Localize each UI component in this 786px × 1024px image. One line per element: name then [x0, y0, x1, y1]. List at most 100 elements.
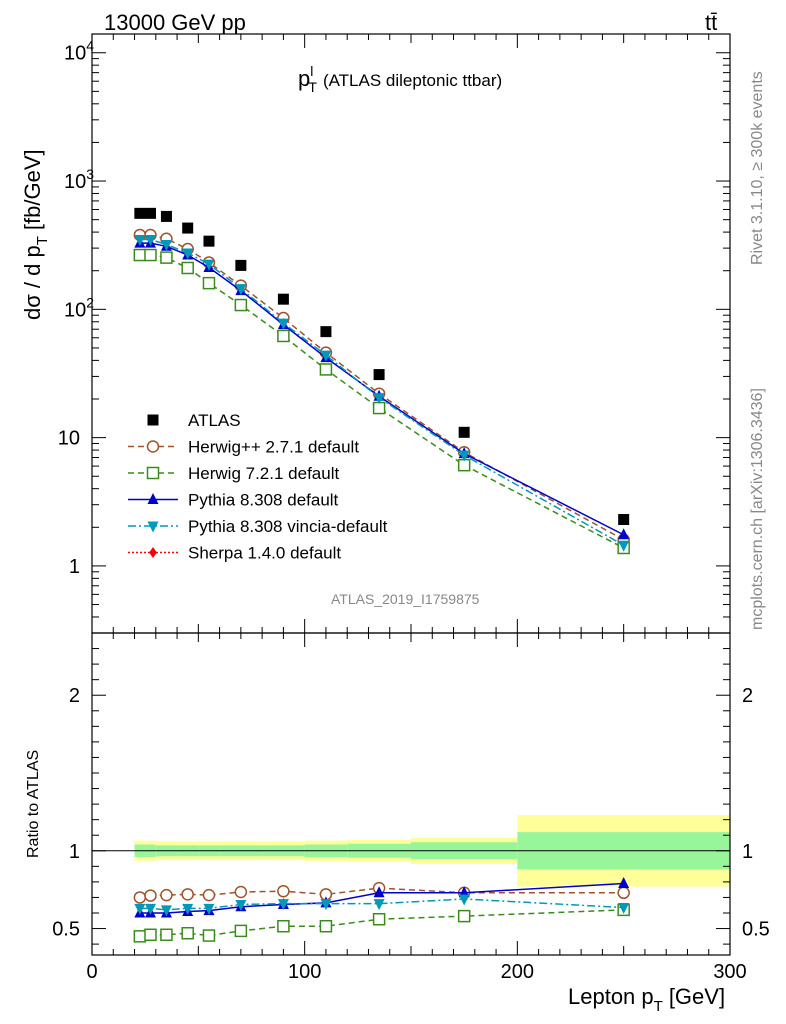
series-point: [319, 363, 333, 376]
series-point: [277, 329, 290, 343]
ratio-point: [133, 930, 147, 943]
y-tick-label: 103: [64, 166, 94, 193]
ratio-point: [144, 889, 157, 902]
data-point: [373, 369, 385, 381]
data-point: [320, 326, 332, 338]
legend-label: ATLAS: [188, 411, 241, 430]
series-point: [144, 248, 157, 262]
ratio-point: [277, 899, 289, 911]
series-point: [372, 401, 386, 415]
ratio-point: [181, 926, 194, 940]
legend-label: Sherpa 1.4.0 default: [188, 544, 341, 563]
ratio-point: [458, 894, 470, 906]
ratio-point: [160, 888, 173, 902]
legend-marker: [149, 547, 157, 558]
rivet-label: Rivet 3.1.10, ≥ 300k events: [749, 71, 766, 265]
svg-text:dσ / d pT[fb/GeV]: dσ / d pT[fb/GeV]: [20, 149, 51, 320]
ratio-tick-label-left: 2: [69, 685, 80, 707]
ratio-point: [617, 886, 630, 900]
data-point: [203, 235, 215, 247]
series-point: [160, 251, 173, 264]
series-point: [373, 393, 385, 405]
ratio-point: [160, 905, 172, 917]
axes: 0 100 200 300 1 10 102 103 104 0.5 0.5 1 1 2 2: [52, 33, 770, 983]
legend-label: Pythia 8.308 vincia-default: [188, 517, 388, 536]
ratio-point: [373, 899, 385, 911]
x-axis-label: Lepton pT [GeV]: [568, 984, 725, 1015]
ratio-point: [203, 903, 215, 915]
series-point: [144, 235, 156, 247]
legend-label: Herwig 7.2.1 default: [188, 464, 339, 483]
legend-marker: [147, 521, 159, 533]
ratio-point: [202, 929, 216, 942]
y-tick-label: 102: [64, 294, 94, 321]
series-point: [234, 298, 248, 312]
energy-label: 13000 GeV pp: [104, 10, 246, 35]
series-point: [618, 528, 630, 540]
ratio-tick-label-right: 1: [742, 841, 753, 863]
data-point: [134, 207, 146, 219]
ratio-point: [182, 903, 194, 915]
data-point: [618, 514, 630, 526]
ratio-point: [457, 909, 471, 923]
x-tick-label: 0: [86, 961, 97, 983]
ratio-point: [134, 903, 146, 915]
ratio-point: [202, 888, 216, 902]
x-tick-label: 100: [288, 961, 321, 983]
ratio-tick-label-right: 0.5: [742, 919, 770, 941]
ratio-tick-label-right: 2: [742, 685, 753, 707]
ratio-point: [372, 912, 386, 926]
legend-label: Herwig++ 2.7.1 default: [188, 438, 359, 457]
y-axis-label: dσ / d pT[fb/GeV]: [20, 149, 51, 320]
data-point: [235, 259, 247, 271]
ratio-point: [319, 919, 333, 933]
ratio-point: [144, 903, 156, 915]
y-tick-label: 10: [58, 428, 80, 450]
ratio-point: [618, 903, 630, 915]
ratio-point: [234, 885, 248, 899]
x-tick-label: 300: [713, 961, 746, 983]
series-point: [182, 248, 194, 260]
ratio-tick-label-left: 1: [69, 841, 80, 863]
ratio-point: [160, 928, 173, 942]
series-point: [134, 235, 146, 247]
mcplots-label: mcplots.cern.ch [arXiv:1306.3436]: [749, 388, 766, 630]
legend-marker: [147, 414, 159, 426]
data-point: [182, 222, 194, 234]
legend-marker: [147, 493, 159, 504]
series-point: [618, 540, 630, 552]
ratio-point: [133, 891, 147, 904]
ratio-y-axis-label: Ratio to ATLAS: [25, 750, 42, 858]
ratio-tick-label-left: 0.5: [52, 919, 80, 941]
ratio-point: [181, 888, 194, 901]
series-point: [133, 248, 147, 262]
ratio-point: [144, 928, 157, 942]
main-panel: [133, 207, 630, 555]
data-point: [277, 293, 289, 305]
ratio-point: [373, 886, 385, 898]
legend-label: Pythia 8.308 default: [188, 491, 339, 510]
y-tick-label: 104: [64, 38, 94, 65]
data-point: [458, 426, 470, 438]
series-point: [320, 350, 332, 362]
legend-marker: [146, 466, 160, 480]
series-point: [277, 318, 289, 330]
series-point: [181, 261, 194, 275]
y-tick-label: 1: [69, 556, 80, 578]
series-point: [203, 259, 215, 271]
legend-marker: [146, 440, 160, 453]
analysis-label: ATLAS_2019_I1759875: [331, 591, 480, 607]
series-point: [458, 450, 470, 462]
series-point: [160, 240, 172, 252]
ratio-point: [234, 924, 248, 938]
legend: ATLAS Herwig++ 2.7.1 default Herwig 7.2.1 …: [128, 411, 388, 563]
ratio-point: [277, 919, 290, 933]
data-point: [144, 207, 156, 219]
process-label: tt̄: [705, 10, 717, 35]
plot-title: pl T (ATLAS dileptonic ttbar): [298, 63, 502, 95]
ratio-point: [235, 899, 247, 911]
data-point: [160, 210, 172, 222]
ratio-point: [277, 884, 290, 898]
ratio-point: [320, 899, 332, 911]
